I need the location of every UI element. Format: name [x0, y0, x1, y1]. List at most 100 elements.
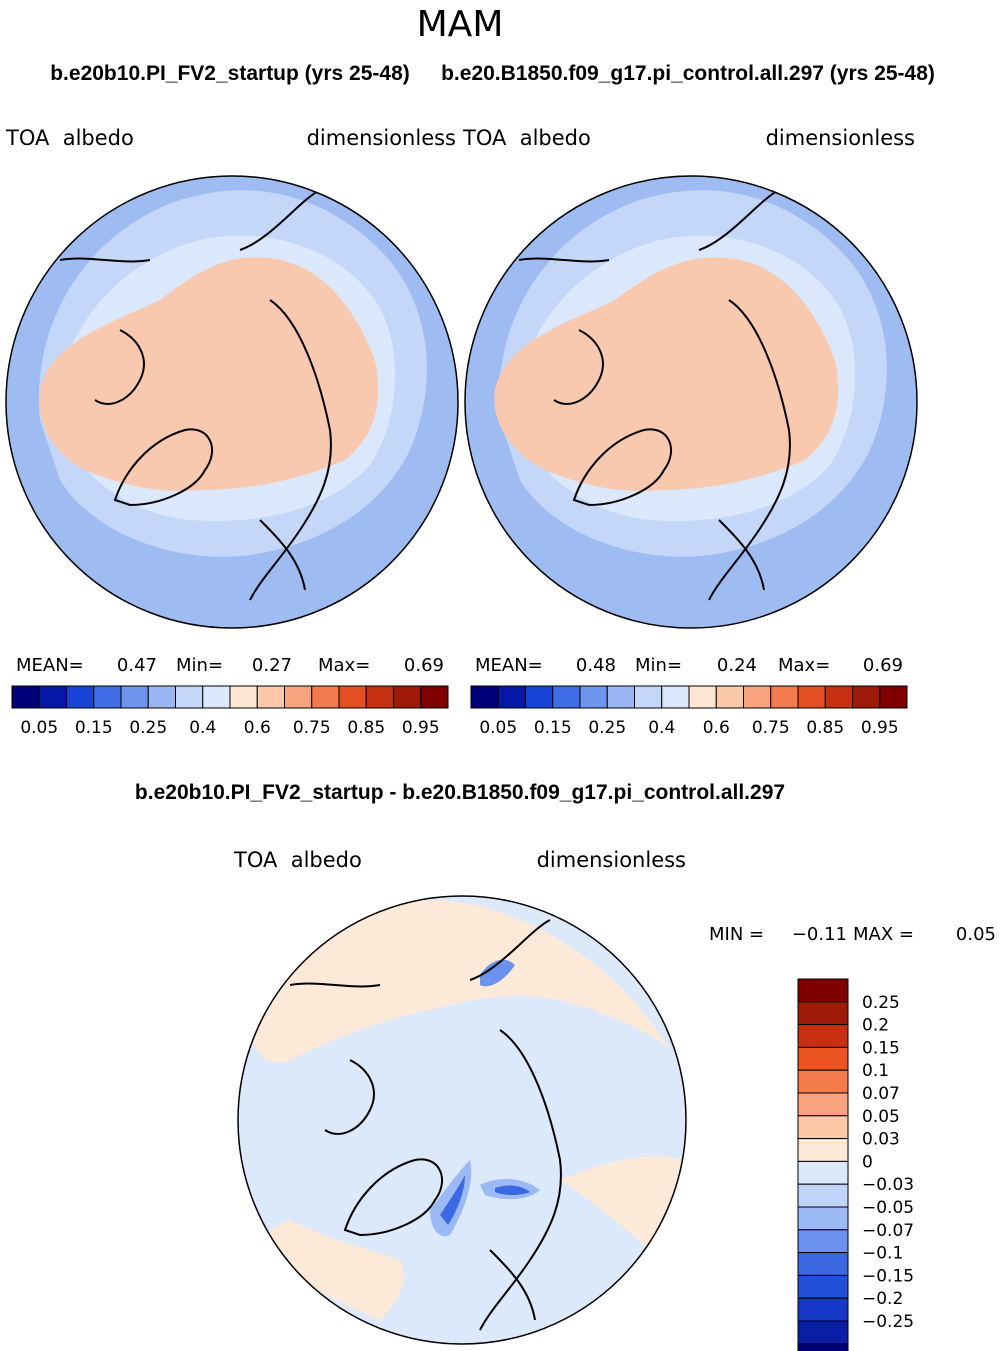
colorbar-tick-3-6: 0.03: [862, 1130, 900, 1150]
colorbar-cell-1-2: [66, 685, 95, 709]
colorbar-cell-2-7: [661, 685, 690, 709]
colorbar-cell-3-12: [797, 1252, 849, 1276]
panel1-map-border: [5, 175, 459, 629]
colorbar-tick-3-1: 0.2: [862, 1016, 889, 1036]
colorbar-cell-2-11: [770, 685, 799, 709]
panel2-variable: TOA albedo: [462, 126, 591, 150]
panel1-units: dimensionless: [307, 126, 456, 150]
colorbar-tick-2-7: 0.95: [861, 718, 899, 738]
panel2-map-border: [464, 175, 918, 629]
panel2-map: [464, 175, 918, 629]
panel2-stats: MEAN= 0.48 Min= 0.24 Max= 0.69: [475, 655, 903, 676]
panel1-coastlines: [59, 189, 332, 601]
panel3-colorbar: [797, 978, 849, 1351]
colorbar-tick-2-5: 0.75: [752, 718, 790, 738]
colorbar-cell-3-9: [797, 1183, 849, 1208]
colorbar-cell-1-6: [175, 685, 204, 709]
panel2-mean-value: 0.48: [576, 655, 616, 676]
panel3-max-value: 0.05: [956, 924, 996, 945]
panel2-coastlines: [518, 189, 791, 601]
colorbar-tick-2-0: 0.05: [479, 718, 517, 738]
panel1-title: b.e20b10.PI_FV2_startup (yrs 25-48): [50, 62, 410, 85]
panel3-field-negative-2-core: [495, 1185, 530, 1195]
colorbar-cell-3-5: [797, 1092, 849, 1117]
colorbar-cell-1-10: [284, 685, 313, 709]
colorbar-tick-1-1: 0.15: [75, 718, 113, 738]
colorbar-tick-3-12: −0.15: [862, 1266, 914, 1286]
panel1-max-label: Max=: [318, 655, 370, 676]
panel2-max-value: 0.69: [863, 655, 903, 676]
panel3-colorbar-ticks: 0.25 0.20.15 0.1 0.07 0.05 0.030 −0.03 −0.05 −0.…: [862, 993, 914, 1332]
colorbar-cell-3-4: [797, 1069, 849, 1094]
colorbar-tick-2-3: 0.4: [648, 718, 675, 738]
colorbar-cell-3-15: [797, 1320, 849, 1345]
colorbar-tick-1-5: 0.75: [293, 718, 331, 738]
colorbar-cell-3-6: [797, 1115, 849, 1140]
colorbar-cell-3-3: [797, 1046, 849, 1071]
colorbar-cell-3-0: [797, 978, 849, 1003]
panel3-map: [237, 895, 687, 1345]
panel1-mean-label: MEAN=: [16, 655, 84, 676]
colorbar-cell-3-8: [797, 1160, 849, 1185]
panel3-field-negative-1: [430, 1160, 472, 1237]
colorbar-cell-3-13: [797, 1274, 849, 1299]
panel1-min-label: Min=: [176, 655, 223, 676]
colorbar-tick-3-7: 0: [862, 1152, 873, 1172]
colorbar-cell-1-9: [256, 685, 285, 709]
panel3-coastlines: [289, 919, 562, 1331]
colorbar-cell-1-7: [202, 685, 231, 709]
colorbar-cell-1-4: [120, 685, 149, 709]
colorbar-tick-3-13: −0.2: [862, 1289, 903, 1309]
colorbar-cell-2-12: [797, 685, 826, 709]
colorbar-cell-3-10: [797, 1206, 849, 1231]
panel1-variable: TOA albedo: [5, 126, 134, 150]
panel1-max-value: 0.69: [404, 655, 444, 676]
panel2-units: dimensionless: [766, 126, 915, 150]
colorbar-tick-1-4: 0.6: [244, 718, 271, 738]
panel1-stats: MEAN= 0.47 Min= 0.27 Max= 0.69: [16, 655, 444, 676]
panel3-variable: TOA albedo: [233, 848, 362, 872]
panel3-max-label: MAX =: [853, 924, 914, 945]
colorbar-cell-1-15: [420, 685, 449, 709]
panel3-map-border: [237, 895, 687, 1345]
colorbar-cell-1-0: [11, 685, 40, 709]
colorbar-cell-3-11: [797, 1229, 849, 1254]
colorbar-tick-3-10: −0.07: [862, 1221, 914, 1241]
panel3-field-negative-1-core: [440, 1175, 465, 1225]
panel1-mean-value: 0.47: [117, 655, 157, 676]
season-label: MAM: [417, 4, 504, 45]
colorbar-tick-1-0: 0.05: [20, 718, 58, 738]
panel1-colorbar: [11, 685, 449, 709]
colorbar-tick-3-11: −0.1: [862, 1244, 903, 1264]
colorbar-cell-2-4: [579, 685, 608, 709]
colorbar-cell-2-0: [470, 685, 499, 709]
colorbar-tick-1-7: 0.95: [402, 718, 440, 738]
colorbar-cell-1-3: [93, 685, 122, 709]
panel3-field-positive-north: [249, 899, 670, 1063]
colorbar-cell-1-8: [229, 685, 258, 709]
colorbar-tick-3-9: −0.05: [862, 1198, 914, 1218]
colorbar-cell-2-15: [879, 685, 908, 709]
panel1-map: [5, 175, 459, 629]
panel3-min-value: −0.11: [792, 924, 847, 945]
colorbar-cell-2-13: [824, 685, 853, 709]
colorbar-cell-1-14: [393, 685, 422, 709]
colorbar-cell-3-2: [797, 1024, 849, 1048]
colorbar-tick-3-8: −0.03: [862, 1175, 914, 1195]
panel2-mean-label: MEAN=: [475, 655, 543, 676]
panel2-min-label: Min=: [635, 655, 682, 676]
colorbar-tick-3-4: 0.07: [862, 1084, 900, 1104]
colorbar-tick-3-5: 0.05: [862, 1107, 900, 1127]
colorbar-cell-2-5: [606, 685, 635, 709]
colorbar-cell-2-10: [743, 685, 772, 709]
colorbar-cell-3-14: [797, 1297, 849, 1322]
colorbar-cell-1-12: [338, 685, 367, 709]
colorbar-cell-1-5: [147, 685, 176, 709]
panel3-field-negative-3: [480, 959, 515, 987]
panel2-colorbar: [470, 685, 908, 709]
panel3-field-positive-east: [560, 1156, 685, 1260]
colorbar-cell-2-8: [688, 685, 717, 709]
colorbar-cell-3-1: [797, 1001, 849, 1026]
panel3-units: dimensionless: [537, 848, 686, 872]
